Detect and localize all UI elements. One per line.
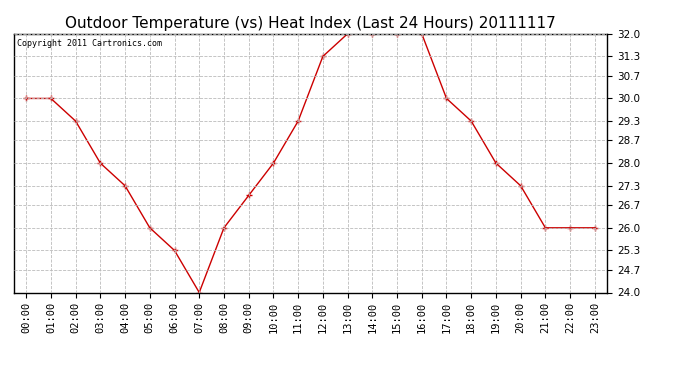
Text: Copyright 2011 Cartronics.com: Copyright 2011 Cartronics.com — [17, 39, 161, 48]
Title: Outdoor Temperature (vs) Heat Index (Last 24 Hours) 20111117: Outdoor Temperature (vs) Heat Index (Las… — [65, 16, 556, 31]
